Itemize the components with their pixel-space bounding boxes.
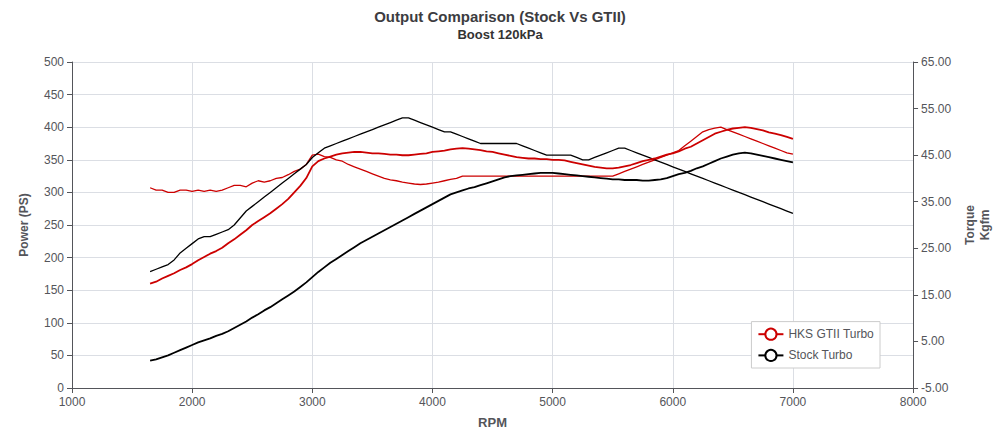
svg-text:Power (PS): Power (PS) — [17, 193, 31, 256]
svg-text:400: 400 — [44, 120, 64, 134]
svg-text:HKS GTII Turbo: HKS GTII Turbo — [788, 327, 874, 341]
svg-text:100: 100 — [44, 316, 64, 330]
svg-text:15.00: 15.00 — [921, 288, 951, 302]
svg-text:0: 0 — [57, 381, 64, 395]
svg-text:350: 350 — [44, 153, 64, 167]
svg-text:Kgfm: Kgfm — [978, 210, 992, 241]
svg-text:Torque: Torque — [963, 205, 977, 245]
svg-text:3000: 3000 — [299, 395, 326, 409]
svg-text:Boost 120kPa: Boost 120kPa — [457, 27, 543, 42]
svg-text:55.00: 55.00 — [921, 102, 951, 116]
svg-text:4000: 4000 — [419, 395, 446, 409]
svg-text:300: 300 — [44, 185, 64, 199]
svg-text:450: 450 — [44, 88, 64, 102]
svg-text:45.00: 45.00 — [921, 148, 951, 162]
svg-text:1000: 1000 — [59, 395, 86, 409]
svg-text:RPM: RPM — [478, 415, 507, 430]
svg-text:7000: 7000 — [780, 395, 807, 409]
svg-text:50: 50 — [51, 348, 65, 362]
svg-text:5000: 5000 — [539, 395, 566, 409]
svg-text:25.00: 25.00 — [921, 241, 951, 255]
svg-text:2000: 2000 — [179, 395, 206, 409]
svg-text:Stock Turbo: Stock Turbo — [788, 348, 852, 362]
svg-text:500: 500 — [44, 55, 64, 69]
svg-text:65.00: 65.00 — [921, 55, 951, 69]
svg-text:6000: 6000 — [659, 395, 686, 409]
svg-text:150: 150 — [44, 283, 64, 297]
svg-text:250: 250 — [44, 218, 64, 232]
svg-text:200: 200 — [44, 251, 64, 265]
svg-text:5.00: 5.00 — [921, 334, 945, 348]
svg-text:Output Comparison (Stock Vs GT: Output Comparison (Stock Vs GTII) — [374, 8, 626, 25]
svg-text:-5.00: -5.00 — [921, 381, 949, 395]
svg-text:35.00: 35.00 — [921, 195, 951, 209]
svg-text:8000: 8000 — [900, 395, 927, 409]
